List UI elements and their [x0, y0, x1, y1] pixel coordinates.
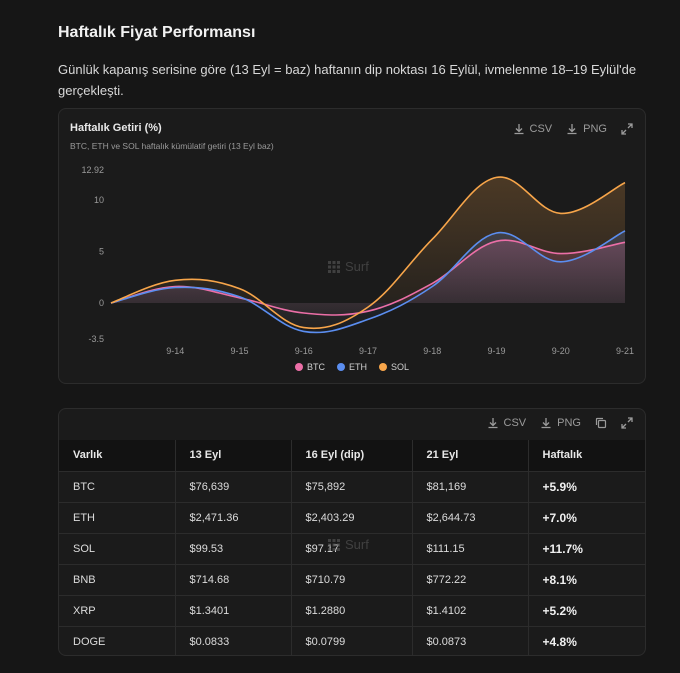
- copy-button[interactable]: [595, 417, 607, 429]
- download-icon: [488, 418, 498, 429]
- cell-start: $714.68: [175, 563, 292, 595]
- cell-asset: BTC: [59, 470, 176, 502]
- csv-download-button[interactable]: CSV: [513, 123, 553, 135]
- cell-end: $2,644.73: [412, 501, 529, 533]
- y-tick-label: 10: [94, 195, 104, 205]
- table-row: ETH $2,471.36 $2,403.29 $2,644.73 +7.0%: [59, 501, 645, 533]
- download-icon: [567, 124, 577, 135]
- table-row: SOL $99.53 $97.17 $111.15 +11.7%: [59, 532, 645, 564]
- legend-item-eth[interactable]: ETH: [336, 362, 367, 372]
- table-header-row: Varlık 13 Eyl 16 Eyl (dip) 21 Eyl Haftal…: [59, 440, 645, 471]
- png-label: PNG: [583, 123, 607, 135]
- cell-end: $772.22: [412, 563, 529, 595]
- legend-dot-btc: [294, 363, 303, 371]
- x-tick-label: 9-17: [359, 346, 377, 356]
- x-tick-label: 9-15: [230, 346, 248, 356]
- chart-toolbar: CSV PNG: [513, 123, 633, 135]
- legend-label-btc: BTC: [306, 362, 325, 372]
- x-tick-label: 9-19: [487, 346, 505, 356]
- area-btc: [111, 240, 625, 315]
- x-tick-label: 9-20: [552, 346, 570, 356]
- cell-dip: $1.2880: [291, 594, 413, 626]
- table-card: CSV PNG Varlık 13 Eyl 16 Eyl (dip) 21 Ey…: [58, 408, 646, 656]
- x-tick-label: 9-16: [295, 346, 313, 356]
- col-header-dip: 16 Eyl (dip): [291, 440, 413, 471]
- price-table: Varlık 13 Eyl 16 Eyl (dip) 21 Eyl Haftal…: [59, 440, 645, 655]
- cell-end: $111.15: [412, 532, 529, 564]
- table-csv-download-button[interactable]: CSV: [487, 417, 527, 429]
- cell-dip: $2,403.29: [291, 501, 413, 533]
- col-header-asset: Varlık: [59, 440, 176, 471]
- cell-end: $81,169: [412, 470, 529, 502]
- png-download-button[interactable]: PNG: [566, 123, 607, 135]
- expand-button[interactable]: [621, 123, 633, 135]
- cell-asset: ETH: [59, 501, 176, 533]
- table-row: XRP $1.3401 $1.2880 $1.4102 +5.2%: [59, 594, 645, 626]
- page-description: Günlük kapanış serisine göre (13 Eyl = b…: [58, 62, 637, 98]
- cell-start: $99.53: [175, 532, 292, 564]
- col-header-weekly: Haftalık: [542, 449, 583, 462]
- cell-weekly: +7.0%: [528, 501, 645, 533]
- cell-weekly: +11.7%: [528, 532, 645, 564]
- cell-weekly: +8.1%: [528, 563, 645, 595]
- cell-weekly: +4.8%: [528, 625, 645, 655]
- col-header-end: 21 Eyl: [412, 440, 529, 471]
- cell-dip: $75,892: [291, 470, 413, 502]
- table-row: DOGE $0.0833 $0.0799 $0.0873 +4.8%: [59, 625, 645, 655]
- cell-start: $0.0833: [175, 625, 292, 655]
- table-png-download-button[interactable]: PNG: [540, 417, 581, 429]
- cell-dip: $97.17: [291, 532, 413, 564]
- cell-end: $1.4102: [412, 594, 529, 626]
- series-line-sol: [110, 176, 626, 330]
- expand-icon: [621, 417, 633, 429]
- chart-legend: BTC ETH SOL: [59, 362, 645, 372]
- y-tick-label: -3.5: [88, 334, 104, 344]
- y-tick-label: 0: [99, 298, 104, 308]
- cell-asset: DOGE: [59, 625, 176, 655]
- y-tick-label: 5: [99, 247, 104, 257]
- col-header-start: 13 Eyl: [175, 440, 292, 471]
- cell-asset: XRP: [59, 594, 176, 626]
- csv-label: CSV: [503, 417, 527, 429]
- table-expand-button[interactable]: [621, 417, 633, 429]
- page-title: Haftalık Fiyat Performansı: [58, 24, 256, 41]
- cell-weekly: +5.9%: [528, 470, 645, 502]
- y-tick-label: 12.92: [81, 165, 104, 175]
- csv-label: CSV: [529, 123, 553, 135]
- legend-dot-eth: [336, 363, 345, 371]
- legend-item-btc[interactable]: BTC: [294, 362, 325, 372]
- legend-item-sol[interactable]: SOL: [378, 362, 409, 372]
- table-row: BNB $714.68 $710.79 $772.22 +8.1%: [59, 563, 645, 595]
- cell-dip: $0.0799: [291, 625, 413, 655]
- legend-label-eth: ETH: [348, 362, 367, 372]
- download-icon: [541, 418, 551, 429]
- line-chart: 12.92 10 5 0 -3.5 9-14 9-15 9-16 9-17 9-18 9-19 9-…: [81, 165, 634, 356]
- cell-asset: BNB: [59, 563, 176, 595]
- cell-end: $0.0873: [412, 625, 529, 655]
- cell-asset: SOL: [59, 532, 176, 564]
- table-toolbar: CSV PNG: [487, 417, 633, 429]
- legend-dot-sol: [378, 363, 387, 371]
- series-line-eth: [110, 230, 626, 334]
- chart-subtitle: BTC, ETH ve SOL haftalık kümülatif getir…: [70, 141, 274, 151]
- cell-dip: $710.79: [291, 563, 413, 595]
- download-icon: [514, 124, 524, 135]
- table-row: BTC $76,639 $75,892 $81,169 +5.9%: [59, 470, 645, 502]
- x-tick-label: 9-14: [166, 346, 184, 356]
- chart-title: Haftalık Getiri (%): [70, 122, 162, 134]
- x-tick-label: 9-21: [616, 346, 634, 356]
- copy-icon: [595, 417, 607, 429]
- expand-icon: [621, 123, 633, 135]
- cell-start: $1.3401: [175, 594, 292, 626]
- cell-weekly: +5.2%: [528, 594, 645, 626]
- cell-start: $76,639: [175, 470, 292, 502]
- chart-card: Haftalık Getiri (%) BTC, ETH ve SOL haft…: [58, 108, 646, 384]
- legend-label-sol: SOL: [390, 362, 409, 372]
- cell-start: $2,471.36: [175, 501, 292, 533]
- x-tick-label: 9-18: [423, 346, 441, 356]
- png-label: PNG: [557, 417, 581, 429]
